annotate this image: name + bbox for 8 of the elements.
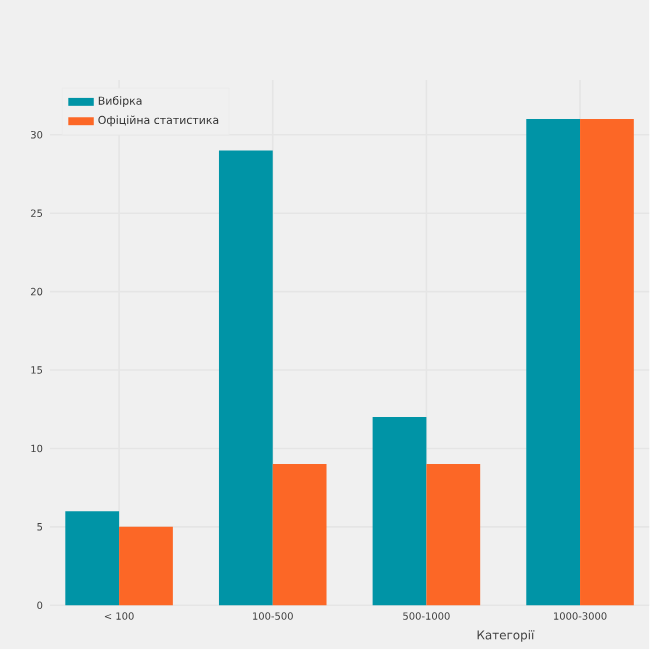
bar xyxy=(426,464,481,606)
bar xyxy=(218,150,273,606)
bar xyxy=(119,527,173,606)
bar xyxy=(372,417,427,606)
bar xyxy=(65,511,120,606)
bar xyxy=(526,119,581,606)
bar xyxy=(272,464,327,606)
bar xyxy=(580,119,634,606)
